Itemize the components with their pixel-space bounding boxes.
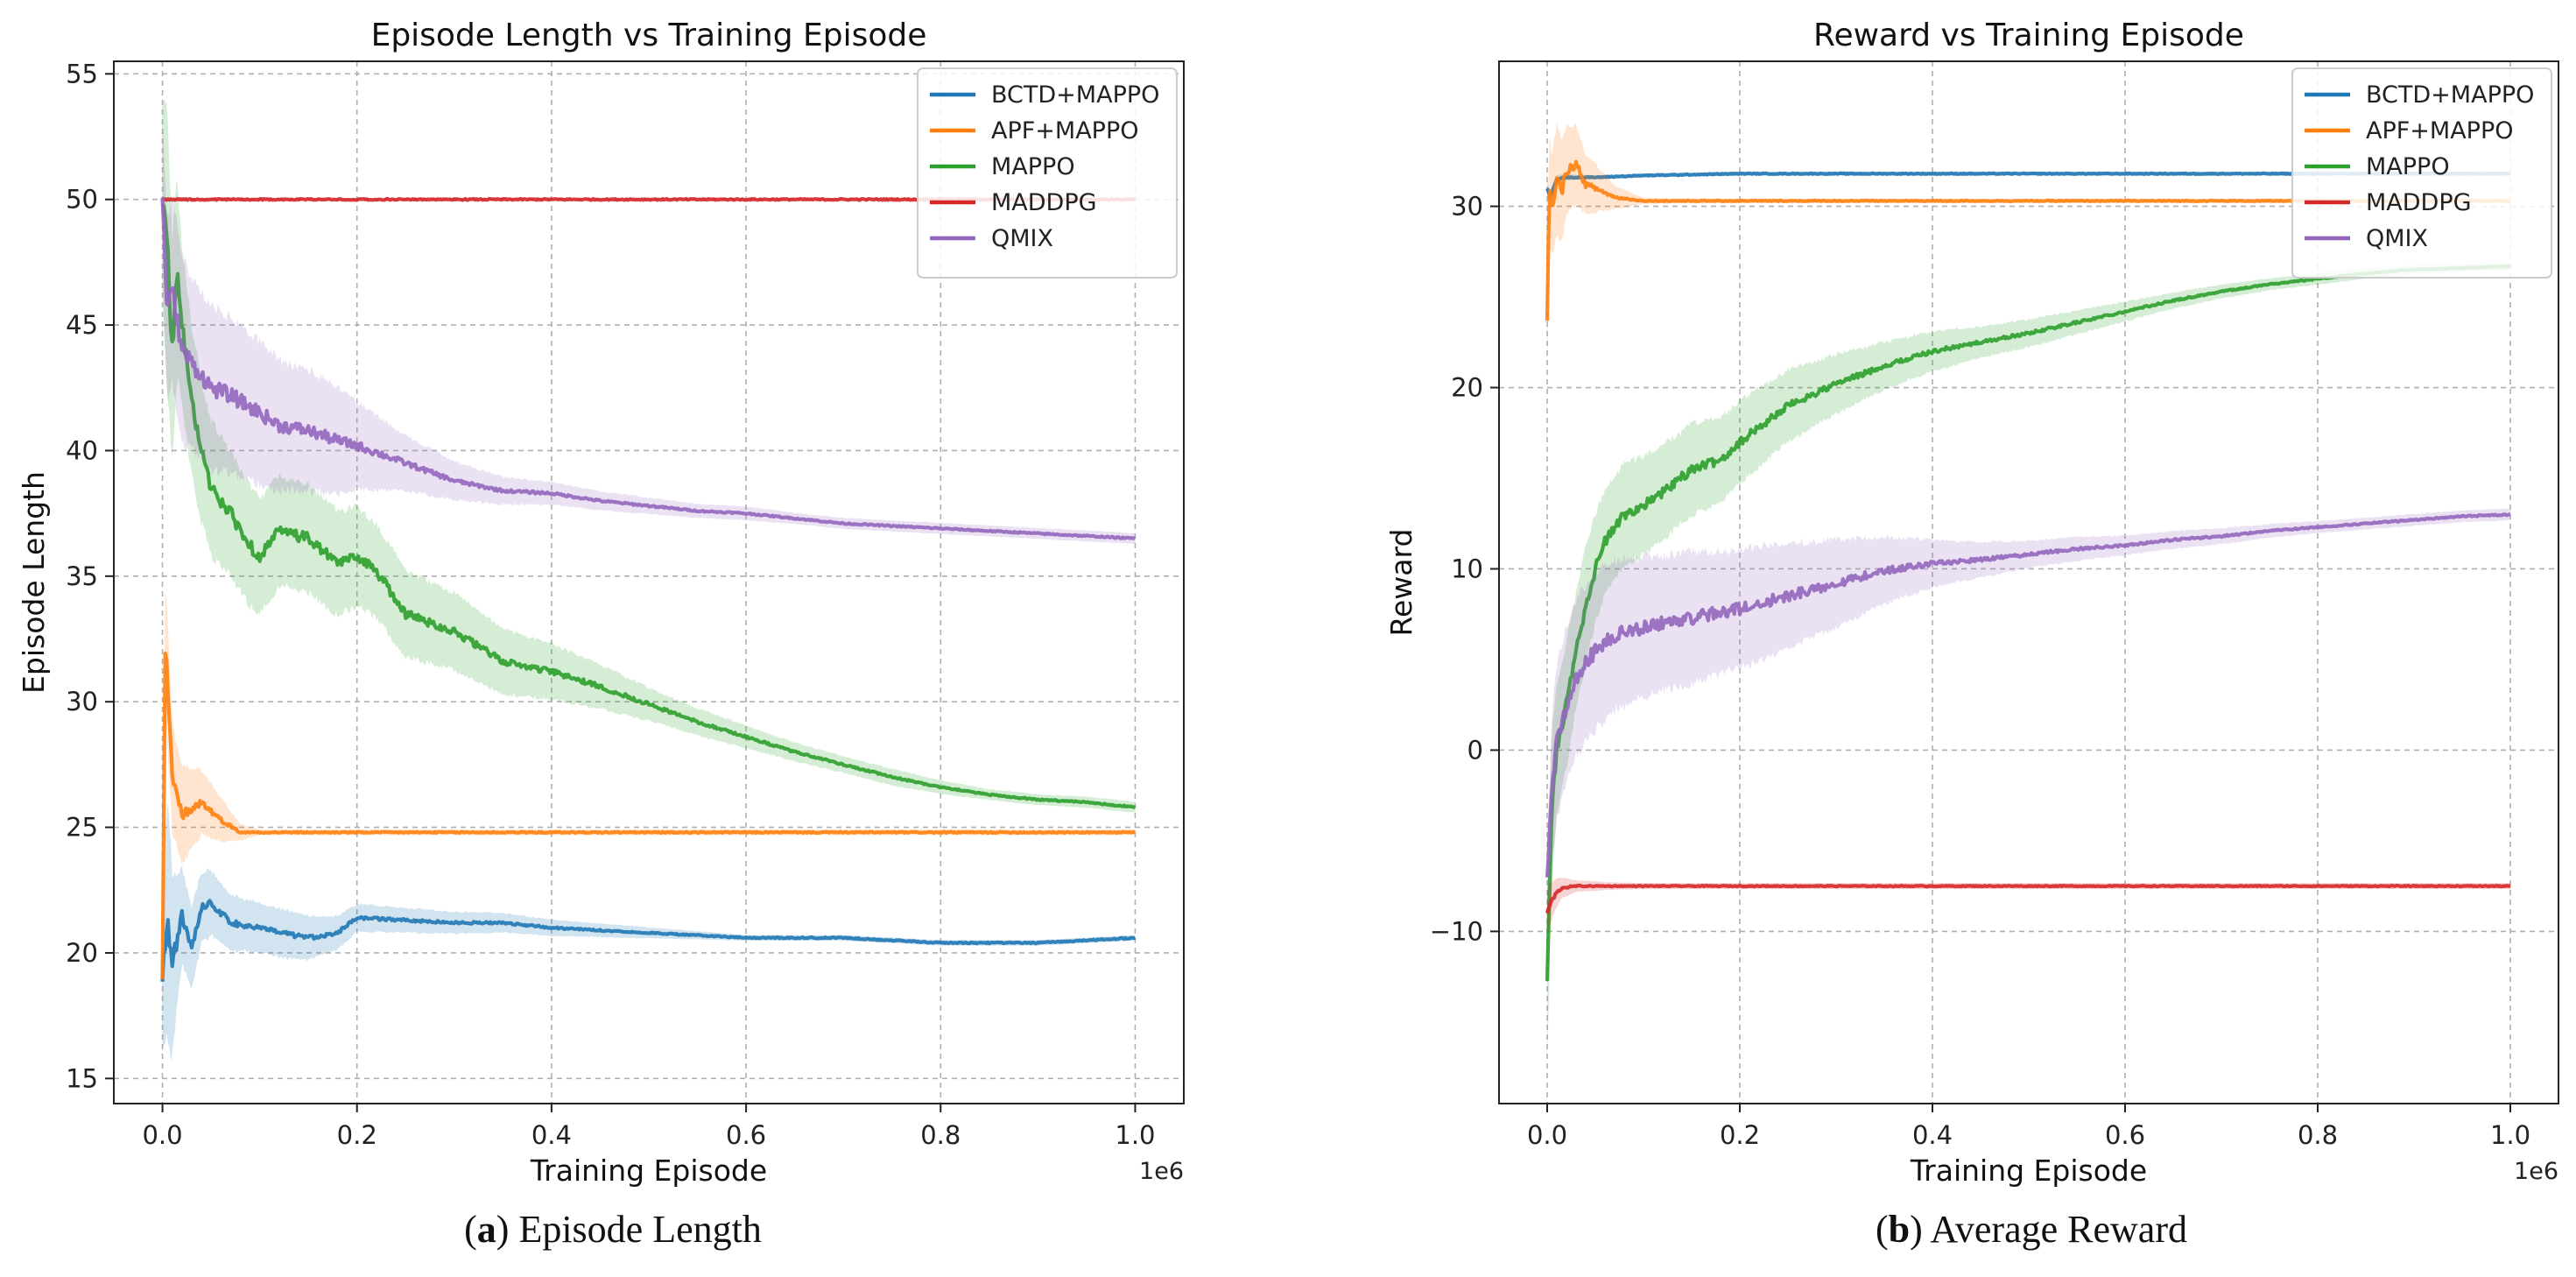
reward-ytick-label: 30: [1451, 192, 1483, 222]
series-band-bctd-mappo: [162, 801, 1136, 1062]
series-band-qmix: [162, 116, 1136, 545]
episode-length-y-axis-label: Episode Length: [17, 471, 51, 694]
reward-ytick-label: 0: [1467, 735, 1483, 765]
reward-legend: BCTD+MAPPO APF+MAPPO MAPPO MADDPG QMIX: [2291, 67, 2552, 279]
legend-label-mappo: MAPPO: [2366, 153, 2450, 180]
series-line-qmix: [160, 197, 1137, 540]
series-band-qmix: [1547, 508, 2510, 918]
reward-xtick-label: 0.2: [1720, 1120, 1760, 1150]
episode-length-xtick-label: 0.2: [337, 1120, 377, 1150]
episode-length-ytick-label: 35: [66, 561, 98, 591]
legend-label-qmix: QMIX: [2366, 225, 2428, 252]
reward-chart: 0.0 0.2 0.4 0.6 0.8 1.0 −10 0 10 20 30 1e6 Reward vs…: [1384, 18, 2559, 1188]
caption-b-text: Average Reward: [1922, 1208, 2187, 1251]
episode-length-xtick-label: 0.8: [920, 1120, 961, 1150]
episode-length-chart-title: Episode Length vs Training Episode: [371, 18, 927, 53]
legend-label-maddpg: MADDPG: [2366, 189, 2472, 216]
episode-length-ytick-label: 30: [66, 687, 98, 716]
legend-label-apf-mappo: APF+MAPPO: [991, 117, 1139, 145]
episode-length-xtick-label: 1.0: [1115, 1120, 1155, 1150]
reward-axes-frame: [1498, 60, 2559, 1104]
caption-b-letter: b: [1888, 1208, 1911, 1251]
series-line-bctd-mappo: [160, 899, 1137, 982]
legend-label-bctd-mappo: BCTD+MAPPO: [991, 81, 1159, 109]
reward-xtick-label: 0.8: [2298, 1120, 2338, 1150]
episode-length-ytick-label: 50: [66, 185, 98, 215]
caption-a-letter: a: [476, 1208, 496, 1251]
episode-length-ytick-label: 55: [66, 59, 98, 88]
reward-xtick-label: 0.0: [1527, 1120, 1567, 1150]
reward-xtick-label: 1.0: [2490, 1120, 2530, 1150]
reward-xtick-label: 0.4: [1912, 1120, 1953, 1150]
episode-length-ytick-label: 20: [66, 938, 98, 968]
legend-label-apf-mappo: APF+MAPPO: [2366, 117, 2514, 145]
reward-x-axis-label: Training Episode: [1910, 1154, 2147, 1188]
episode-length-x-axis-label: Training Episode: [530, 1154, 767, 1188]
episode-length-xtick-label: 0.6: [726, 1120, 766, 1150]
episode-length-x-offset-label: 1e6: [1139, 1158, 1184, 1185]
episode-length-ytick-label: 15: [66, 1063, 98, 1093]
series-line-apf-mappo: [160, 651, 1137, 980]
episode-length-axes-frame: [113, 60, 1185, 1104]
episode-length-ytick-label: 45: [66, 310, 98, 340]
series-band-mappo: [162, 100, 1136, 813]
series-band-apf-mappo: [162, 591, 1136, 1056]
episode-length-legend-box: [917, 67, 1178, 279]
caption-a: (a) Episode Length: [464, 1208, 762, 1251]
reward-ytick-label: −10: [1430, 916, 1483, 946]
caption-a-text: Episode Length: [509, 1208, 762, 1251]
reward-y-axis-label: Reward: [1384, 529, 1418, 637]
series-band-maddpg: [1547, 878, 2510, 935]
series-line-qmix: [1545, 512, 2511, 878]
episode-length-xtick-label: 0.0: [142, 1120, 182, 1150]
episode-length-legend: BCTD+MAPPO APF+MAPPO MAPPO MADDPG QMIX: [917, 67, 1178, 279]
legend-label-qmix: QMIX: [991, 225, 1053, 252]
reward-x-offset-label: 1e6: [2514, 1158, 2558, 1185]
reward-chart-title: Reward vs Training Episode: [1813, 18, 2244, 53]
series-line-maddpg: [1545, 883, 2511, 914]
reward-legend-box: [2291, 67, 2552, 279]
series-line-mappo: [160, 202, 1137, 809]
legend-label-mappo: MAPPO: [991, 153, 1075, 180]
legend-label-bctd-mappo: BCTD+MAPPO: [2366, 81, 2534, 109]
episode-length-xtick-label: 0.4: [531, 1120, 572, 1150]
episode-length-ytick-label: 25: [66, 813, 98, 843]
caption-b: (b) Average Reward: [1876, 1208, 2187, 1251]
legend-label-maddpg: MADDPG: [991, 189, 1097, 216]
reward-ytick-label: 20: [1451, 373, 1483, 403]
episode-length-chart: 0.0 0.2 0.4 0.6 0.8 1.0 15 20 25 30 35 40 45 50 55 1e6 E…: [17, 18, 1185, 1188]
reward-ytick-label: 10: [1451, 554, 1483, 583]
reward-xtick-label: 0.6: [2105, 1120, 2145, 1150]
episode-length-ytick-label: 40: [66, 435, 98, 465]
